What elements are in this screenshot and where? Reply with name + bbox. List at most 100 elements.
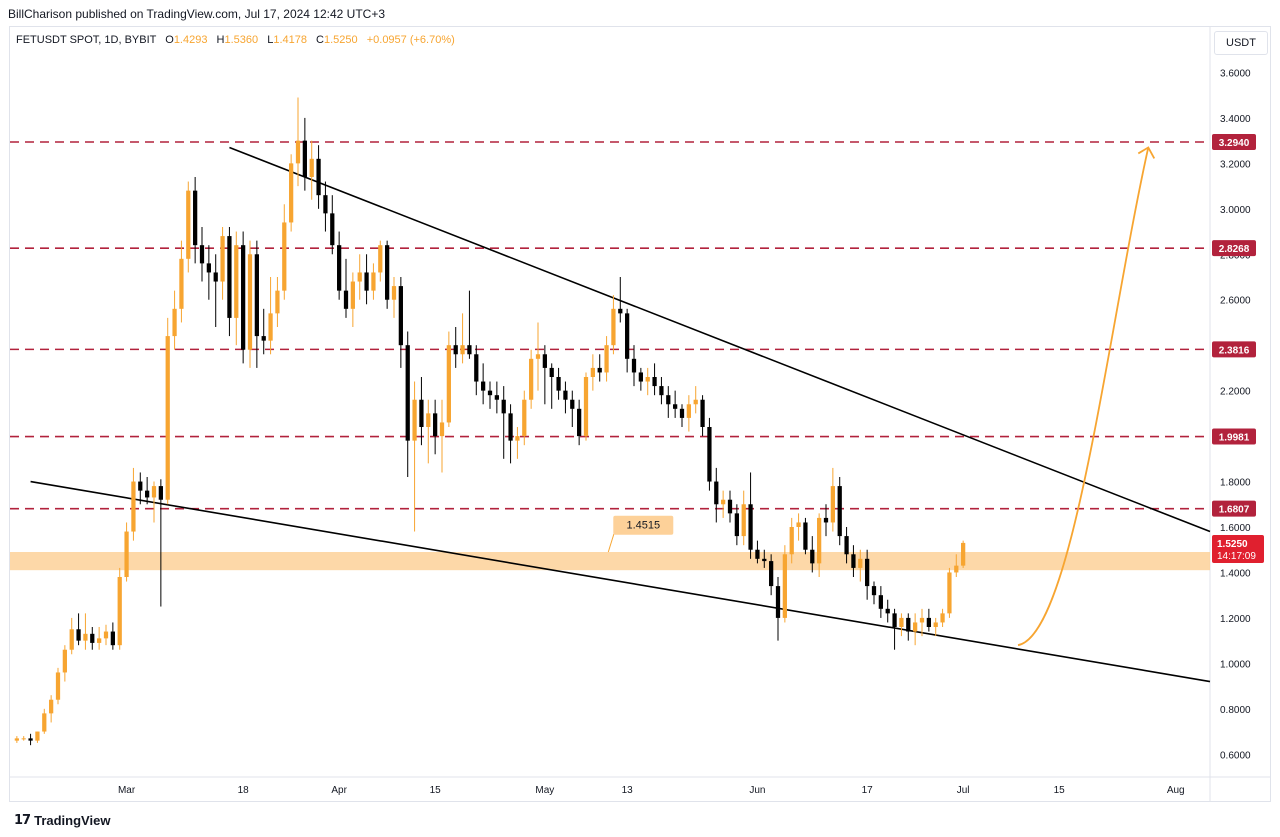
level-price-label: 3.2940 xyxy=(1219,138,1250,149)
candle-body xyxy=(679,408,685,418)
candle-body xyxy=(871,586,877,596)
candle-body xyxy=(789,527,794,555)
candle-body xyxy=(97,638,102,643)
x-tick-label: 15 xyxy=(1054,785,1066,796)
candle-body xyxy=(172,308,177,337)
low-label: L xyxy=(267,34,274,46)
candle-body xyxy=(926,617,931,627)
zone-callout-label: 1.4515 xyxy=(626,520,660,532)
level-price-label: 2.3816 xyxy=(1219,345,1250,356)
candle-body xyxy=(817,517,822,564)
candle-body xyxy=(254,254,259,337)
x-tick-label: Aug xyxy=(1167,785,1185,796)
candle-body xyxy=(638,372,643,382)
candle-body xyxy=(570,399,575,409)
level-price-label: 1.9981 xyxy=(1219,433,1250,444)
candle-body xyxy=(446,345,451,423)
x-tick-label: 17 xyxy=(862,785,874,796)
candle-body xyxy=(851,554,856,568)
candle-body xyxy=(666,395,671,405)
candle-body xyxy=(652,377,657,387)
candle-body xyxy=(433,413,438,437)
candle-body xyxy=(892,613,897,627)
current-price-label: 1.5250 xyxy=(1217,539,1248,550)
candle-body xyxy=(350,281,355,309)
candle-body xyxy=(302,140,307,177)
y-tick-label: 1.2000 xyxy=(1220,614,1251,625)
candle-body xyxy=(762,558,767,562)
candle-body xyxy=(769,561,774,587)
candle-body xyxy=(693,399,698,405)
candle-body xyxy=(439,422,445,437)
candle-body xyxy=(734,513,739,537)
candle-body xyxy=(467,345,472,355)
projection-arrowhead xyxy=(1137,146,1156,159)
level-price-tag xyxy=(1212,428,1256,445)
y-tick-label: 2.6000 xyxy=(1220,296,1251,307)
candle-body xyxy=(49,699,54,714)
publisher-caption: BillCharison published on TradingView.co… xyxy=(8,7,386,21)
zone-callout-leader xyxy=(607,532,615,553)
candle-body xyxy=(590,367,595,377)
candle-body xyxy=(501,399,506,414)
candle-body xyxy=(721,499,726,505)
candle-body xyxy=(899,617,904,627)
candle-body xyxy=(515,436,520,441)
candle-body xyxy=(830,486,835,523)
candle-body xyxy=(309,158,314,177)
y-tick-label: 3.6000 xyxy=(1220,68,1251,79)
candle-body xyxy=(919,617,925,623)
candle-body xyxy=(885,608,890,614)
candle-body xyxy=(775,586,781,618)
projection-arrow xyxy=(1017,146,1156,647)
low-value: 1.4178 xyxy=(273,34,307,46)
candle-body xyxy=(378,245,383,273)
candle-body xyxy=(535,354,541,359)
candle-body xyxy=(261,336,266,341)
high-label: H xyxy=(216,34,225,46)
candle-body xyxy=(940,613,945,623)
tradingview-logo-icon: 17 xyxy=(14,813,31,828)
candle-body xyxy=(556,377,561,391)
candle-body xyxy=(686,404,691,418)
candle-body xyxy=(220,236,225,282)
candle-body xyxy=(549,367,554,377)
y-tick-label: 1.4000 xyxy=(1220,568,1251,579)
candle-body xyxy=(947,572,952,614)
candle-body xyxy=(796,522,801,527)
candle-body xyxy=(577,408,582,437)
chart-frame[interactable] xyxy=(9,26,1271,802)
candle-body xyxy=(542,354,547,368)
y-tick-label: 1.6000 xyxy=(1220,523,1251,534)
candle-body xyxy=(844,536,849,555)
y-tick-label: 1.8000 xyxy=(1220,478,1251,489)
y-tick-label: 0.6000 xyxy=(1220,750,1251,761)
candle-body xyxy=(330,213,335,246)
candle-body xyxy=(83,633,88,641)
candle-body xyxy=(385,245,390,300)
candle-body xyxy=(453,345,458,355)
candles xyxy=(14,97,966,746)
candle-body xyxy=(124,531,129,577)
countdown-label: 14:17:09 xyxy=(1217,551,1256,562)
candle-body xyxy=(62,649,67,673)
candle-body xyxy=(55,672,61,700)
candle-body xyxy=(145,490,150,498)
candle-body xyxy=(426,413,431,427)
candle-body xyxy=(755,549,760,559)
open-label: O xyxy=(165,34,174,46)
candle-body xyxy=(625,313,630,359)
candle-body xyxy=(878,595,883,609)
candle-body xyxy=(933,622,938,627)
x-tick-label: 13 xyxy=(622,785,634,796)
close-label: C xyxy=(316,34,324,46)
symbol-legend: FETUSDT SPOT, 1D, BYBIT O1.4293 H1.5360 … xyxy=(16,34,455,46)
level-price-tag xyxy=(1212,134,1256,150)
candle-body xyxy=(343,290,349,309)
candle-body xyxy=(138,481,143,491)
x-tick-label: Jun xyxy=(749,785,765,796)
x-tick-label: May xyxy=(535,785,554,796)
candle-body xyxy=(28,738,33,741)
currency-unit-button[interactable]: USDT xyxy=(1214,31,1268,55)
